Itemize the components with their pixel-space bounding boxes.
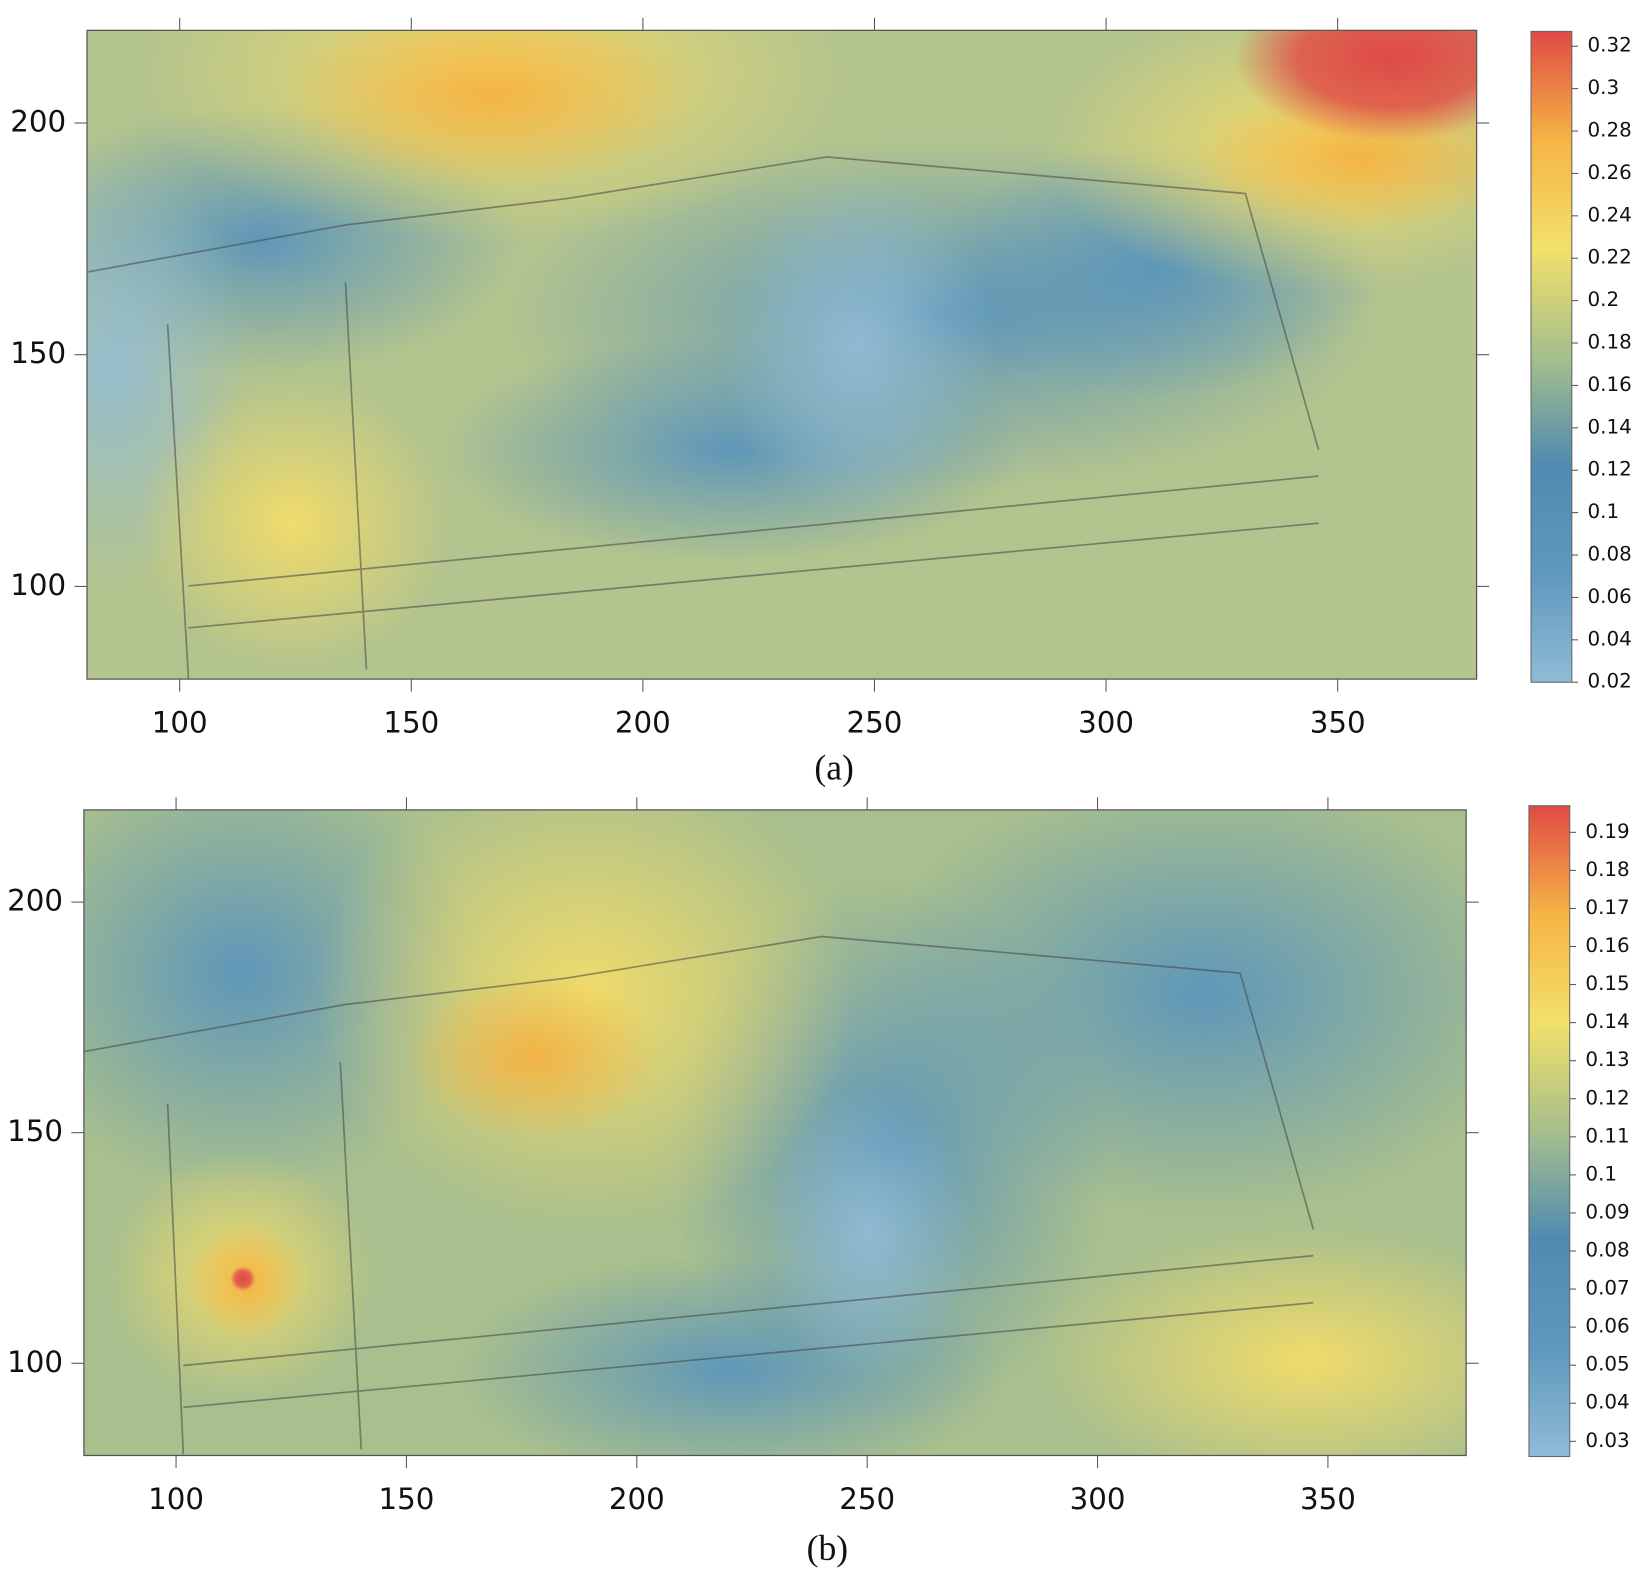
colorbar-tick-label: 0.04 xyxy=(1585,1391,1629,1414)
colorbar-tick-label: 0.08 xyxy=(1588,543,1632,566)
heatmap-a xyxy=(87,30,1477,680)
colorbar-tick-label: 0.26 xyxy=(1588,161,1632,184)
x-tick-label: 150 xyxy=(383,706,439,740)
x-tick-label: 250 xyxy=(847,706,903,740)
colorbar-tick-label: 0.17 xyxy=(1585,896,1629,919)
colorbar-tick-label: 0.15 xyxy=(1585,972,1629,995)
colorbar-tick-label: 0.06 xyxy=(1588,585,1632,608)
colorbar-tick-label: 0.16 xyxy=(1585,934,1629,957)
caption: (a) xyxy=(814,747,853,787)
colorbar-tick-label: 0.12 xyxy=(1588,458,1632,481)
caption: (b) xyxy=(807,1528,848,1568)
colorbar-tick-label: 0.11 xyxy=(1585,1124,1629,1147)
x-tick-label: 350 xyxy=(1310,706,1366,740)
y-tick-label: 100 xyxy=(10,568,66,602)
colorbar-tick-label: 0.19 xyxy=(1585,820,1629,843)
colorbar-tick-label: 0.3 xyxy=(1588,76,1620,99)
colorbar-tick-label: 0.14 xyxy=(1585,1010,1629,1033)
colorbar-tick-label: 0.1 xyxy=(1585,1162,1617,1185)
colorbar-tick-label: 0.14 xyxy=(1588,415,1632,438)
colorbar-tick-label: 0.13 xyxy=(1585,1048,1629,1071)
colorbar-tick-label: 0.24 xyxy=(1588,203,1632,226)
x-tick-label: 200 xyxy=(609,1482,665,1516)
x-tick-label: 350 xyxy=(1300,1482,1356,1516)
colorbar-tick-label: 0.06 xyxy=(1585,1315,1629,1338)
colorbar xyxy=(1530,30,1573,683)
colorbar xyxy=(1528,805,1571,1458)
y-tick-label: 200 xyxy=(7,884,63,918)
x-tick-label: 200 xyxy=(615,706,671,740)
x-tick-label: 150 xyxy=(378,1482,434,1516)
y-tick-label: 150 xyxy=(7,1114,63,1148)
colorbar-tick-label: 0.07 xyxy=(1585,1277,1629,1300)
colorbar-tick-label: 0.28 xyxy=(1588,119,1632,142)
colorbar-tick-label: 0.1 xyxy=(1588,500,1620,523)
y-tick-label: 150 xyxy=(10,336,66,370)
colorbar-tick-label: 0.05 xyxy=(1585,1353,1629,1376)
colorbar-tick-label: 0.18 xyxy=(1588,331,1632,354)
colorbar-tick-label: 0.32 xyxy=(1588,34,1632,57)
x-tick-label: 100 xyxy=(148,1482,204,1516)
x-tick-label: 300 xyxy=(1078,706,1134,740)
y-tick-label: 100 xyxy=(7,1345,63,1379)
x-tick-label: 300 xyxy=(1070,1482,1126,1516)
heatmap-b xyxy=(83,809,1467,1456)
x-tick-label: 100 xyxy=(152,706,208,740)
colorbar-tick-label: 0.08 xyxy=(1585,1239,1629,1262)
colorbar-tick-label: 0.09 xyxy=(1585,1200,1629,1223)
colorbar-tick-label: 0.22 xyxy=(1588,246,1632,269)
colorbar-tick-label: 0.16 xyxy=(1588,373,1632,396)
y-tick-label: 200 xyxy=(10,105,66,139)
colorbar-tick-label: 0.04 xyxy=(1588,627,1632,650)
colorbar-tick-label: 0.2 xyxy=(1588,288,1620,311)
colorbar-tick-label: 0.03 xyxy=(1585,1429,1629,1452)
x-tick-label: 250 xyxy=(839,1482,895,1516)
colorbar-tick-label: 0.12 xyxy=(1585,1086,1629,1109)
colorbar-tick-label: 0.18 xyxy=(1585,858,1629,881)
colorbar-tick-label: 0.02 xyxy=(1588,670,1632,693)
